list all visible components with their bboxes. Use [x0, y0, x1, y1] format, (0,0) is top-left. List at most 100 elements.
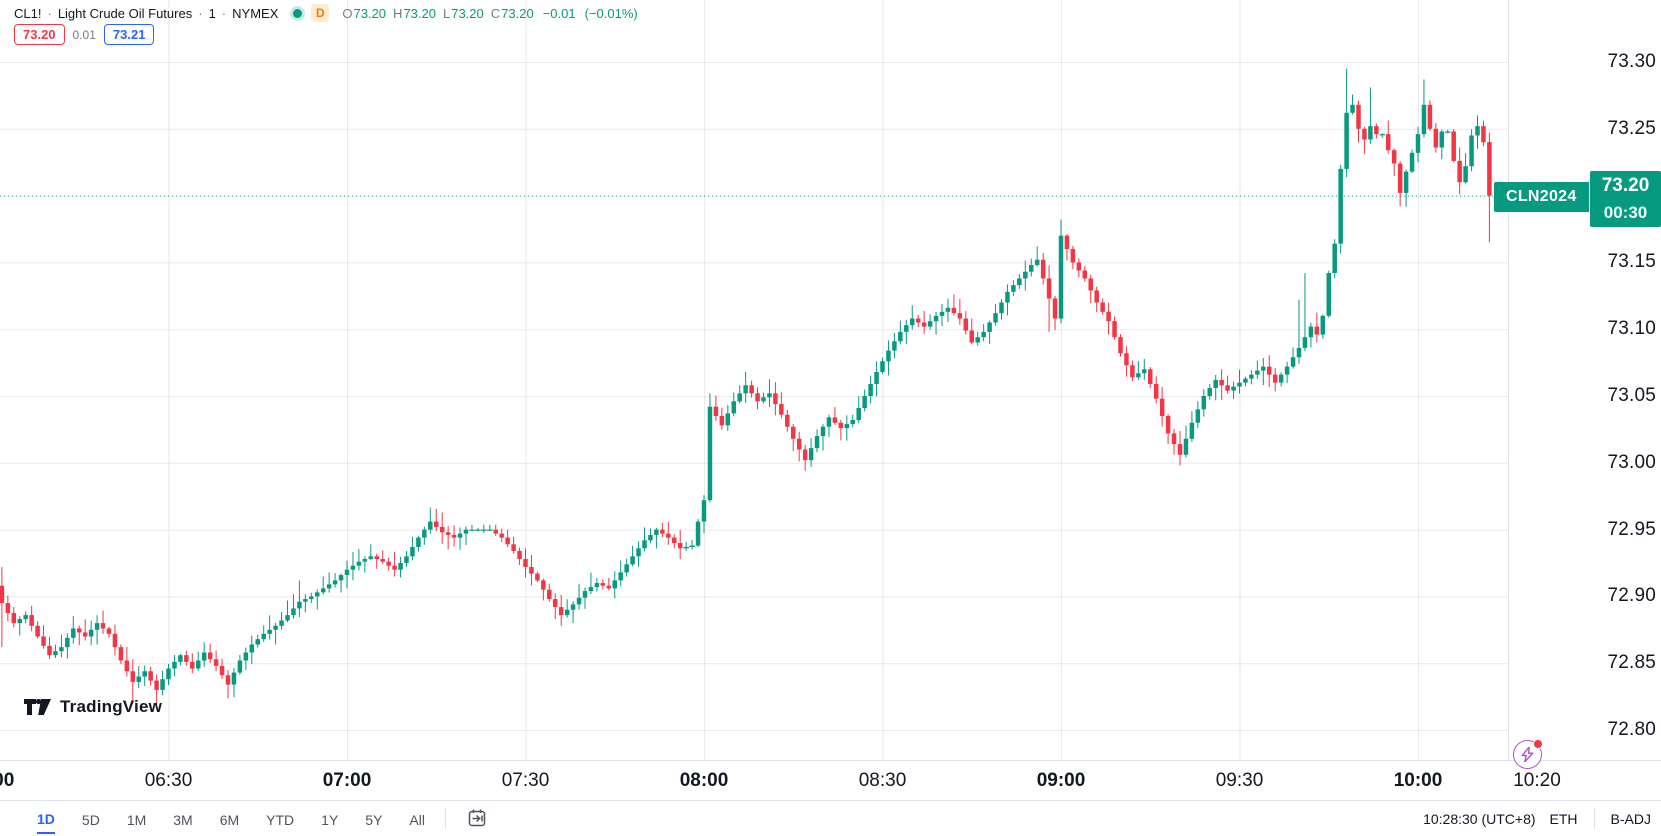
candle-body [1112, 321, 1117, 338]
candle-body [1308, 326, 1314, 338]
tradingview-logo-text: TradingView [60, 697, 163, 716]
candle-body [374, 556, 379, 559]
delayed-data-badge[interactable]: D [311, 4, 330, 22]
candle-body [1177, 444, 1183, 455]
exchange-name[interactable]: NYMEX [232, 5, 279, 21]
range-button-5d[interactable]: 5D [81, 812, 100, 828]
candle-body [1487, 142, 1492, 196]
candle-body [874, 371, 879, 384]
candle-body [338, 575, 344, 581]
candle-body [1475, 126, 1480, 136]
candle-body [927, 321, 933, 327]
session-toggle[interactable]: ETH [1549, 811, 1578, 827]
spread-value: 0.01 [72, 27, 96, 42]
candle-body [362, 558, 368, 562]
candle-body [17, 619, 22, 624]
candle-body [261, 633, 266, 640]
time-tick-label: 06:30 [144, 770, 193, 791]
candle-body [1284, 366, 1290, 375]
go-to-date-button[interactable] [466, 809, 488, 829]
candle-body [719, 416, 725, 426]
candle-body [1225, 385, 1230, 391]
candle-body [910, 318, 915, 326]
candle-body [386, 561, 391, 566]
price-axis[interactable]: 73.30 73.25 73.15 73.10 73.05 73.00 72.95 72.90… [1508, 0, 1661, 760]
range-button-1m[interactable]: 1M [126, 812, 147, 828]
symbol-name[interactable]: CL1! [14, 5, 42, 21]
candle-body [172, 661, 177, 669]
candle-body [1142, 369, 1147, 374]
clock-display[interactable]: 10:28:30 (UTC+8) [1423, 811, 1536, 827]
candle-body [582, 591, 588, 598]
ask-button[interactable]: 73.21 [103, 24, 155, 45]
candle-body [737, 393, 742, 402]
adjustment-toggle[interactable]: B-ADJ [1610, 811, 1651, 827]
candle-body [11, 613, 17, 624]
price-tick-label: 72.85 [1607, 652, 1656, 674]
candle-body [1326, 273, 1331, 316]
candle-body [1314, 326, 1320, 335]
candle-body [672, 537, 677, 543]
candle-body [975, 337, 980, 343]
interval-value[interactable]: 1 [208, 5, 216, 21]
candle-body [1034, 259, 1040, 266]
candle-body [1237, 382, 1242, 387]
candle-body [594, 583, 600, 588]
symbol-description[interactable]: Light Crude Oil Futures [57, 5, 193, 21]
candle-body [761, 397, 766, 402]
candle-body [558, 607, 564, 616]
candle-body [1374, 126, 1379, 135]
quick-alert-button[interactable] [1513, 739, 1543, 769]
candle-body [59, 647, 64, 652]
candle-body [41, 636, 46, 646]
candle-body [1219, 379, 1224, 386]
tradingview-logo[interactable]: TradingView [24, 697, 162, 717]
contract-price-tag: CLN2024 [1494, 182, 1589, 212]
candlestick-pane[interactable] [0, 0, 1508, 760]
time-tick-label: 08:00 [679, 770, 729, 791]
range-button-1y[interactable]: 1Y [321, 812, 339, 828]
ohlc-item: H73.20 [393, 5, 436, 21]
price-tick-label: 72.80 [1607, 719, 1656, 740]
candle-body [207, 652, 213, 660]
candle-body [1064, 235, 1070, 250]
candle-body [1046, 278, 1052, 299]
range-button-1d[interactable]: 1D [37, 804, 55, 834]
candle-body [439, 526, 445, 533]
candle-body [65, 637, 70, 648]
candle-body [82, 632, 88, 637]
candle-body [1451, 131, 1456, 161]
price-tick-label: 73.00 [1607, 451, 1656, 473]
candle-body [1261, 366, 1266, 371]
candle-body [785, 414, 790, 427]
range-button-3m[interactable]: 3M [173, 812, 193, 828]
bid-button[interactable]: 73.20 [14, 24, 65, 45]
candle-body [326, 584, 332, 589]
candle-body [481, 529, 487, 531]
range-button-all[interactable]: All [409, 812, 425, 828]
candle-body [178, 655, 183, 662]
candle-body [469, 529, 475, 531]
candle-body [564, 609, 570, 616]
candle-body [1278, 374, 1284, 383]
change-value: −0.01 [542, 5, 576, 21]
candle-body [1267, 366, 1272, 375]
candle-body [350, 565, 356, 570]
range-button-5y[interactable]: 5Y [365, 812, 383, 828]
candle-body [118, 647, 124, 661]
candle-body [541, 580, 546, 590]
candle-body [957, 313, 963, 319]
lightning-icon [1521, 747, 1534, 762]
time-axis[interactable]: 06:00 06:30 07:00 07:30 08:00 08:30 09:00 09:30… [0, 760, 1661, 801]
range-button-6m[interactable]: 6M [219, 812, 240, 828]
candle-body [1159, 398, 1165, 417]
candle-body [612, 580, 617, 589]
range-button-ytd[interactable]: YTD [266, 812, 295, 828]
candle-body [1255, 370, 1260, 375]
price-tick-label: 73.10 [1607, 318, 1656, 340]
candle-body [493, 529, 498, 534]
candle-body [963, 318, 969, 331]
time-tick-label: 06:00 [0, 770, 15, 791]
candle-body [475, 529, 481, 531]
candle-body [291, 608, 296, 616]
